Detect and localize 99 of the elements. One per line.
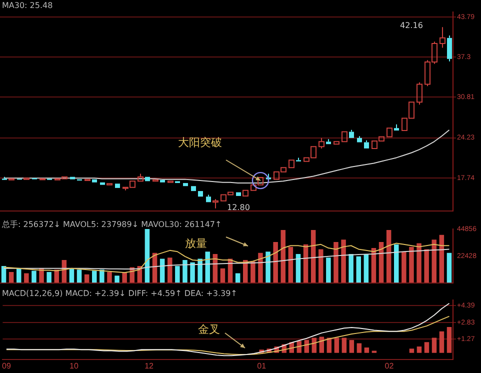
candlestick xyxy=(212,198,218,209)
chart-title: MACD(12,26,9) MACD: +2.39↓ DIFF: +4.59↑ DEA: +3.39↑ xyxy=(2,289,238,298)
candlestick xyxy=(198,191,203,197)
bar xyxy=(92,270,97,283)
bar xyxy=(8,272,14,283)
bar xyxy=(242,260,248,283)
bar xyxy=(424,342,430,353)
bar xyxy=(432,240,437,283)
bar xyxy=(288,246,294,283)
bar xyxy=(54,270,60,283)
candlestick xyxy=(364,140,369,148)
annotation: 大阳突破 xyxy=(178,136,222,149)
x-tick-label: 09 xyxy=(2,361,12,370)
bar xyxy=(273,242,278,283)
bar xyxy=(46,272,52,283)
bar xyxy=(220,268,226,283)
bar xyxy=(356,343,362,353)
candlestick xyxy=(183,183,188,186)
bar xyxy=(341,240,346,283)
bar xyxy=(446,252,452,283)
candlestick xyxy=(206,194,211,202)
bar xyxy=(416,346,422,353)
bar xyxy=(364,254,369,283)
candlestick xyxy=(349,129,354,138)
candlestick xyxy=(100,182,105,185)
bar xyxy=(107,272,112,283)
bar xyxy=(342,338,347,353)
bar xyxy=(258,252,263,283)
candlestick xyxy=(440,26,446,48)
bar xyxy=(144,229,150,283)
bar xyxy=(100,270,104,283)
bar xyxy=(349,340,354,353)
bar xyxy=(310,230,316,283)
bar xyxy=(409,348,414,353)
bar xyxy=(32,270,36,283)
bar xyxy=(432,338,437,353)
bar xyxy=(175,266,180,283)
candlestick xyxy=(342,131,348,142)
bar xyxy=(280,230,286,283)
candlestick xyxy=(447,34,452,62)
bar xyxy=(364,348,370,353)
candlestick xyxy=(334,141,340,145)
bar xyxy=(409,246,414,283)
candlestick xyxy=(357,136,362,142)
x-tick-label: 12 xyxy=(144,361,154,370)
candlestick xyxy=(296,157,301,162)
bar xyxy=(318,249,324,283)
bar xyxy=(334,338,340,353)
candlestick xyxy=(326,138,331,144)
bar xyxy=(356,256,362,283)
bar xyxy=(296,254,301,283)
candlestick xyxy=(145,176,150,182)
bar xyxy=(76,270,82,283)
x-tick-label: 01 xyxy=(257,361,267,370)
bar xyxy=(416,243,422,283)
bar xyxy=(334,242,338,283)
candlestick xyxy=(394,124,399,131)
bar xyxy=(24,273,29,283)
x-tick-label: 10 xyxy=(70,361,79,370)
bar xyxy=(319,336,324,353)
annotation: 金叉 xyxy=(198,322,220,336)
candlestick xyxy=(160,180,165,182)
candlestick xyxy=(386,128,392,138)
candlestick xyxy=(288,160,294,168)
annotation: 放量 xyxy=(185,236,207,250)
bar xyxy=(446,327,452,353)
candlestick xyxy=(70,176,75,180)
bar xyxy=(235,273,240,283)
candlestick xyxy=(152,179,158,182)
candlestick xyxy=(84,178,90,182)
bar xyxy=(348,254,354,283)
bar xyxy=(167,258,172,283)
candlestick xyxy=(191,186,196,192)
bar xyxy=(84,274,90,283)
bar xyxy=(402,252,406,283)
chart-title: MA30: 25.48 xyxy=(2,1,53,10)
chart-title: 总手: 256372↓ MAVOL5: 237989↓ MAVOL30: 261147↑ xyxy=(2,219,222,230)
annotation: 12.80 xyxy=(227,203,250,212)
candlestick xyxy=(115,184,120,188)
bar xyxy=(266,252,270,283)
bar xyxy=(198,258,202,283)
bar xyxy=(122,272,127,283)
bar xyxy=(205,252,210,283)
bar xyxy=(439,331,444,353)
bar xyxy=(190,262,195,283)
annotation: 42.16 xyxy=(400,21,423,30)
bar xyxy=(424,249,429,283)
bar xyxy=(394,244,399,283)
bar xyxy=(326,258,331,283)
bar xyxy=(182,260,188,283)
bar xyxy=(386,230,392,283)
bar xyxy=(16,268,22,283)
candlestick xyxy=(92,179,97,182)
bar xyxy=(114,276,120,283)
candlestick xyxy=(242,190,248,196)
bar xyxy=(439,234,444,283)
bar xyxy=(250,261,256,283)
candlestick xyxy=(236,192,241,196)
x-tick-label: 02 xyxy=(384,361,394,370)
